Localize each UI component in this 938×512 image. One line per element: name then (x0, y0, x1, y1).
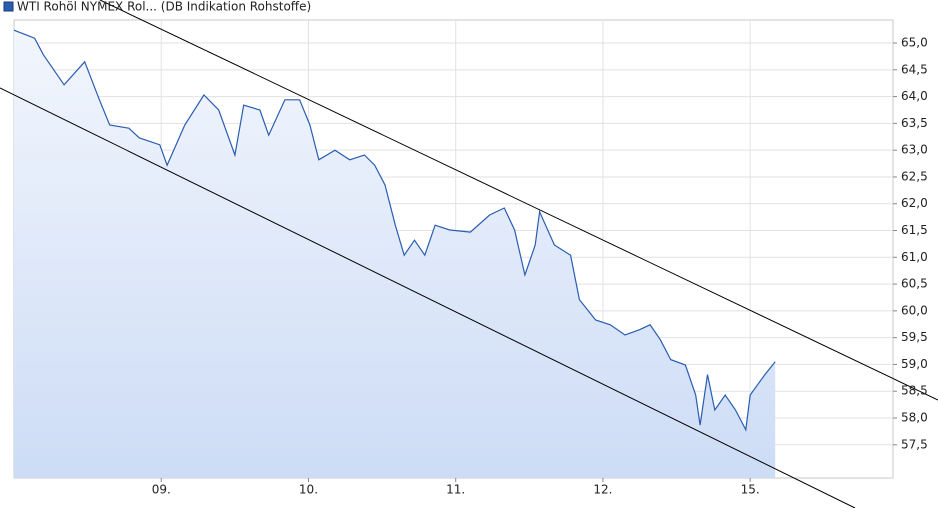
y-tick-label: 61,0 (901, 250, 928, 264)
trend-line-upper (99, 0, 938, 401)
legend-label: WTI Rohöl NYMEX Rol... (DB Indikation Ro… (17, 0, 311, 14)
line (14, 29, 776, 432)
x-tick-label: 15. (741, 483, 760, 497)
y-tick-label: 60,5 (901, 277, 928, 291)
y-tick-label: 60,0 (901, 303, 928, 317)
y-tick-label: 61,5 (901, 223, 928, 237)
axis-labels: 57,5 58,0 58,5 59,0 59,5 60,0 60,5 61,0 61,5 62,0… (152, 36, 928, 497)
y-tick-label: 62,0 (901, 196, 928, 210)
y-tick-label: 65,0 (901, 36, 928, 50)
x-tick-label: 09. (152, 483, 171, 497)
y-tick-label: 63,5 (901, 116, 928, 130)
area (14, 30, 776, 478)
y-tick-label: 64,0 (901, 89, 928, 103)
x-tick-label: 12. (593, 483, 612, 497)
y-tick-label: 58,0 (901, 411, 928, 425)
legend-swatch (3, 1, 14, 12)
y-tick-label: 59,0 (901, 357, 928, 371)
y-tick-label: 59,5 (901, 330, 928, 344)
y-tick-label: 58,5 (901, 384, 928, 398)
x-tick-label: 10. (299, 483, 318, 497)
y-tick-label: 62,5 (901, 169, 928, 183)
series (14, 29, 776, 478)
y-tick-label: 64,5 (901, 62, 928, 76)
x-tick-label: 11. (446, 483, 465, 497)
y-tick-label: 57,5 (901, 437, 928, 451)
trend-line-lower (0, 87, 856, 509)
y-tick-label: 63,0 (901, 143, 928, 157)
